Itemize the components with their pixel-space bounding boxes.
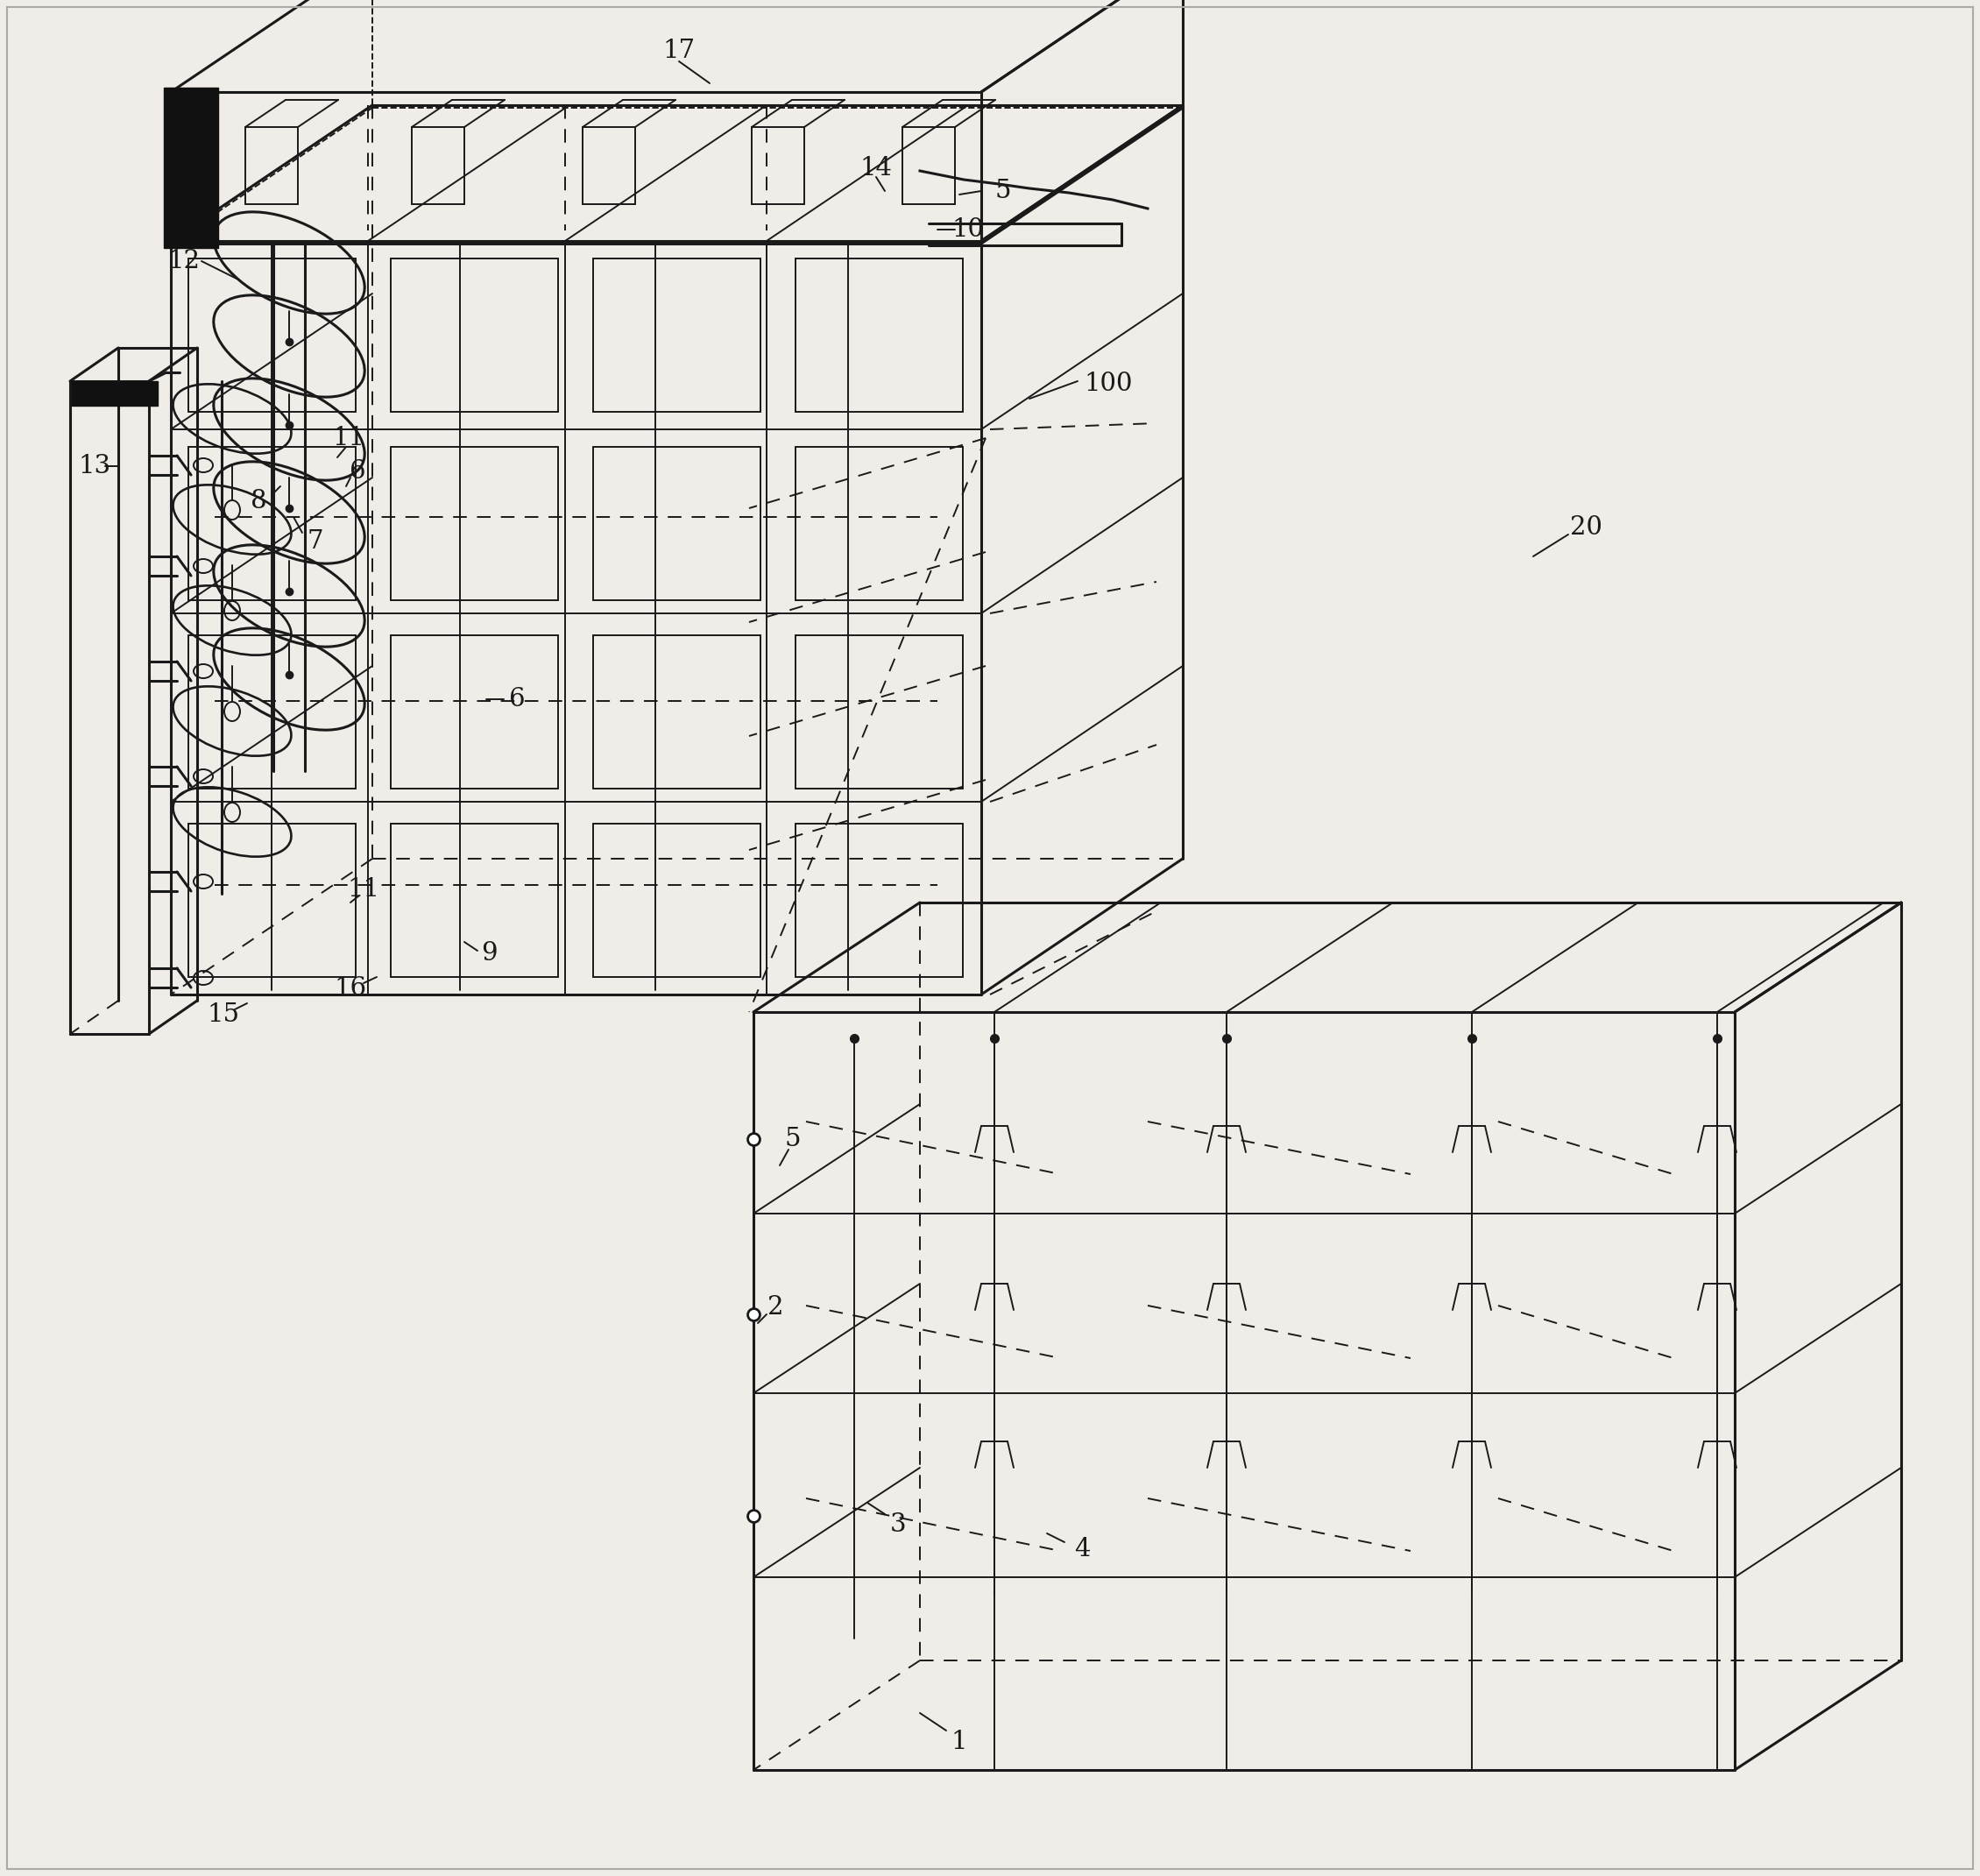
Text: 14: 14 — [859, 156, 893, 180]
Text: 17: 17 — [663, 39, 695, 64]
Text: 12: 12 — [168, 250, 200, 274]
Text: 8: 8 — [249, 490, 267, 514]
Text: 100: 100 — [1083, 371, 1133, 396]
Bar — [164, 88, 218, 248]
Text: 6: 6 — [509, 687, 525, 711]
Text: 5: 5 — [784, 1127, 802, 1152]
Text: 3: 3 — [889, 1512, 907, 1536]
Text: 11: 11 — [346, 878, 380, 902]
Text: 11: 11 — [333, 426, 364, 450]
Bar — [71, 381, 158, 405]
Text: 10: 10 — [952, 218, 984, 242]
Text: 16: 16 — [335, 976, 366, 1000]
Text: 6: 6 — [348, 460, 366, 484]
Text: 7: 7 — [307, 529, 323, 553]
Text: 20: 20 — [1570, 516, 1602, 540]
Text: 2: 2 — [768, 1294, 784, 1319]
Text: 1: 1 — [950, 1730, 968, 1754]
Text: 13: 13 — [79, 454, 111, 478]
Text: 15: 15 — [208, 1002, 240, 1026]
Text: 9: 9 — [481, 942, 497, 966]
Text: 4: 4 — [1073, 1536, 1091, 1561]
Text: 5: 5 — [996, 178, 1012, 203]
